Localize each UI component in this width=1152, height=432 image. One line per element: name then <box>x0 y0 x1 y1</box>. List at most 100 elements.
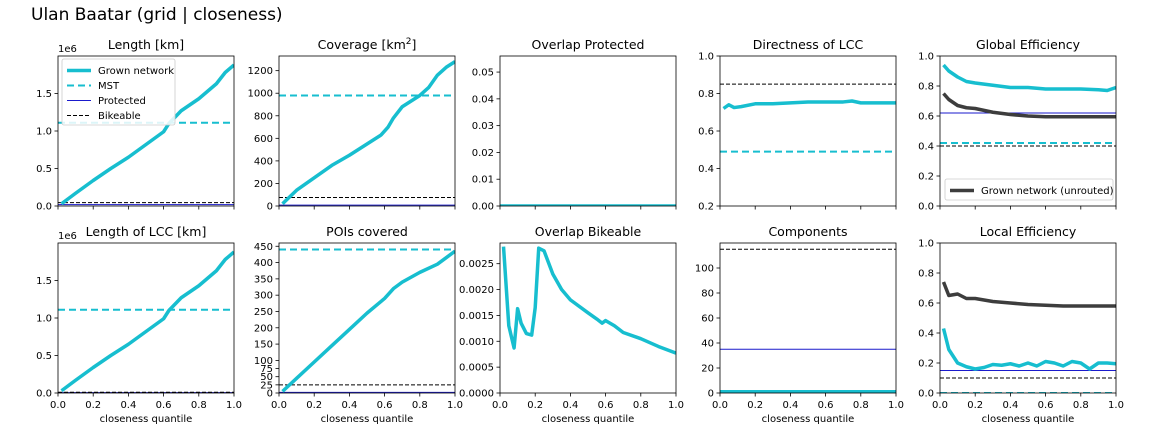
x-axis-label: closeness quantile <box>982 414 1075 425</box>
panel-title: Overlap Bikeable <box>535 224 642 239</box>
y-tick-label: 1.0 <box>36 314 52 325</box>
panel-title-text: Components <box>768 224 847 239</box>
y-tick-label: 0.0 <box>918 389 934 400</box>
legend-label: Bikeable <box>98 111 141 122</box>
y-tick-label: 150 <box>254 340 273 351</box>
series-line-grown <box>281 249 455 393</box>
x-tick-label: 0.2 <box>967 400 983 411</box>
x-tick-label: 0.4 <box>1002 400 1018 411</box>
y-tick-label: 75 <box>260 364 273 375</box>
panel-title-text: Overlap Protected <box>532 37 645 52</box>
y-offset-label: 1e6 <box>58 44 77 55</box>
axes-frame <box>499 242 677 394</box>
x-tick-label: 0.4 <box>341 400 357 411</box>
y-tick-label: 1.0 <box>36 127 52 138</box>
series-line-grown <box>60 250 234 393</box>
series-group <box>720 83 896 153</box>
x-tick-label: 1.0 <box>888 400 904 411</box>
y-tick-label: 0.0020 <box>459 285 494 296</box>
panel-title-text: POIs covered <box>326 224 408 239</box>
y-tick-label: 0.4 <box>918 142 934 153</box>
legend-box <box>944 178 1114 201</box>
series-group <box>279 60 455 206</box>
x-tick-label: 0.4 <box>562 400 578 411</box>
y-tick-label: 0.0 <box>36 202 52 213</box>
x-tick-label: 0.8 <box>412 400 428 411</box>
x-tick-label: 0.6 <box>377 400 393 411</box>
x-tick-label: 0.6 <box>818 400 834 411</box>
panel-title-text: Length of LCC [km] <box>86 224 207 239</box>
y-tick-label: 1200 <box>248 66 273 77</box>
axes-frame <box>499 55 677 207</box>
y-tick-label: 600 <box>254 134 273 145</box>
y-tick-label: 0.2 <box>918 172 934 183</box>
panel-title: Global Efficiency <box>976 37 1081 52</box>
panel-title-text: Directness of LCC <box>753 37 864 52</box>
y-tick-label: 100 <box>695 264 714 275</box>
y-tick-label: 450 <box>254 242 273 253</box>
series-line-grown <box>941 328 1116 371</box>
x-axis-label: closeness quantile <box>321 414 414 425</box>
panel-title-end: ] <box>412 37 417 52</box>
panel-title: Coverage [km2] <box>318 37 417 52</box>
series-line-grown <box>60 63 234 206</box>
x-tick-label: 0.6 <box>598 400 614 411</box>
x-tick-label: 0.0 <box>712 400 728 411</box>
x-tick-label: 0.2 <box>85 400 101 411</box>
y-tick-label: 200 <box>254 323 273 334</box>
y-tick-label: 0.2 <box>918 359 934 370</box>
legend: Grown network (unrouted) <box>944 178 1114 201</box>
panel-title: Length of LCC [km] <box>86 224 207 239</box>
figure-title: Ulan Baatar (grid | closeness) <box>31 5 283 25</box>
y-tick-label: 0.5 <box>36 351 52 362</box>
x-tick-label: 0.8 <box>853 400 869 411</box>
y-tick-label: 0.6 <box>918 112 934 123</box>
legend-label: Grown network <box>98 66 174 77</box>
series-group <box>940 63 1116 147</box>
x-tick-label: 0.0 <box>492 400 508 411</box>
panel-title: Directness of LCC <box>753 37 864 52</box>
x-tick-label: 0.8 <box>633 400 649 411</box>
series-group <box>940 281 1116 393</box>
y-tick-label: 0.0025 <box>459 259 494 270</box>
x-tick-label: 0.2 <box>747 400 763 411</box>
x-tick-label: 0.0 <box>50 400 66 411</box>
axes-frame <box>719 242 897 394</box>
panel-overlap-protected: Overlap Protected 0.00 0.01 0.02 0.03 0.04 0.0… <box>472 37 677 213</box>
series-line-unrouted <box>942 92 1116 119</box>
panel-title-text: Overlap Bikeable <box>535 224 642 239</box>
series-group <box>58 250 234 393</box>
y-tick-label: 0.5 <box>36 164 52 175</box>
x-tick-label: 0.8 <box>191 400 207 411</box>
x-axis-label: closeness quantile <box>542 414 635 425</box>
panel-components: Components 0 20 40 60 80 100 0.0 0.2 0.4 0.6 0.8 1.0… <box>695 224 904 425</box>
axes-frame <box>939 55 1117 207</box>
panel-title: Local Efficiency <box>980 224 1077 239</box>
y-tick-label: 0.0000 <box>459 389 494 400</box>
x-tick-label: 1.0 <box>447 400 463 411</box>
y-offset-label: 1e6 <box>58 231 77 242</box>
legend-box <box>61 58 176 126</box>
y-tick-label: 0.0015 <box>459 311 494 322</box>
x-tick-label: 1.0 <box>226 400 242 411</box>
series-group <box>720 248 896 393</box>
x-tick-label: 0.4 <box>120 400 136 411</box>
series-line-grown <box>942 63 1116 93</box>
y-tick-label: 0.8 <box>918 269 934 280</box>
x-tick-label: 0.2 <box>306 400 322 411</box>
y-tick-label: 0.0 <box>36 389 52 400</box>
x-tick-label: 0.6 <box>156 400 172 411</box>
y-tick-label: 0.00 <box>472 202 494 213</box>
y-tick-label: 1.5 <box>36 89 52 100</box>
y-tick-label: 0.8 <box>918 82 934 93</box>
y-tick-label: 400 <box>254 258 273 269</box>
panel-title: Overlap Protected <box>532 37 645 52</box>
x-tick-label: 0.8 <box>1073 400 1089 411</box>
y-tick-label: 0.03 <box>472 121 494 132</box>
panel-length: Length [km] 0.0 0.5 1.0 1.5 1e6 Grown network M… <box>36 37 235 213</box>
y-tick-label: 40 <box>701 339 714 350</box>
panel-local-eff: Local Efficiency 0.0 0.2 0.4 0.6 0.8 1.0 0.0 0.2… <box>918 224 1124 425</box>
y-tick-label: 250 <box>254 307 273 318</box>
